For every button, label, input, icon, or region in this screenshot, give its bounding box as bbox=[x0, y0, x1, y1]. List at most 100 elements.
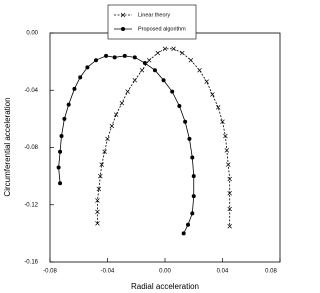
point bbox=[132, 77, 138, 83]
point bbox=[119, 100, 125, 106]
point bbox=[227, 191, 232, 196]
y-tick-label: -0.04 bbox=[24, 88, 38, 94]
point bbox=[188, 57, 194, 63]
legend-box bbox=[107, 4, 197, 40]
point bbox=[95, 198, 100, 203]
point bbox=[58, 149, 63, 154]
point bbox=[72, 86, 77, 91]
point bbox=[161, 78, 166, 83]
point bbox=[56, 165, 61, 170]
point-glyph bbox=[125, 89, 130, 94]
x-tick-label: 0.04 bbox=[217, 269, 229, 275]
point-glyph bbox=[120, 12, 126, 18]
plot-frame bbox=[49, 32, 281, 263]
point-glyph bbox=[227, 176, 232, 182]
point bbox=[139, 67, 145, 73]
x-tick-label: -0.04 bbox=[101, 269, 115, 275]
point bbox=[98, 173, 103, 179]
series-line bbox=[58, 55, 195, 234]
point-glyph bbox=[95, 221, 100, 226]
point bbox=[94, 58, 98, 63]
y-tick-label: -0.08 bbox=[24, 145, 38, 151]
point-glyph bbox=[146, 57, 152, 63]
point-glyph bbox=[227, 206, 232, 212]
point-glyph bbox=[223, 133, 228, 139]
point bbox=[181, 231, 186, 236]
y-axis-label: Circumferential acceleration bbox=[3, 97, 12, 196]
legend-label: Proposed algorithm bbox=[138, 26, 186, 32]
point bbox=[190, 155, 195, 160]
point-glyph bbox=[105, 136, 110, 142]
point-glyph bbox=[139, 67, 145, 73]
point-glyph bbox=[224, 148, 230, 153]
point bbox=[215, 105, 221, 110]
point bbox=[85, 65, 90, 70]
point-glyph bbox=[180, 50, 185, 56]
point bbox=[62, 116, 67, 121]
x-tick-label: 0.00 bbox=[159, 269, 171, 275]
y-tick-label: -0.16 bbox=[24, 260, 38, 266]
point-glyph bbox=[162, 46, 168, 51]
point bbox=[183, 119, 188, 124]
point-glyph bbox=[210, 92, 215, 97]
point-glyph bbox=[109, 123, 115, 129]
x-tick-label: -0.08 bbox=[43, 269, 57, 275]
point bbox=[190, 211, 195, 216]
point-glyph bbox=[204, 79, 209, 84]
point bbox=[121, 27, 125, 31]
point bbox=[227, 206, 232, 212]
point bbox=[105, 136, 110, 142]
point-glyph bbox=[119, 100, 125, 106]
x-tick-label: 0.08 bbox=[265, 269, 277, 275]
point bbox=[224, 148, 230, 153]
point bbox=[104, 53, 109, 58]
point bbox=[191, 174, 196, 179]
point bbox=[99, 162, 104, 167]
point bbox=[204, 79, 209, 84]
point bbox=[96, 186, 102, 192]
point bbox=[152, 68, 157, 73]
series-line bbox=[97, 48, 231, 227]
point-glyph bbox=[227, 191, 232, 196]
legend-label: Linear theory bbox=[138, 12, 170, 18]
point bbox=[191, 194, 196, 199]
point bbox=[95, 221, 100, 226]
point bbox=[102, 149, 107, 155]
point-glyph bbox=[113, 112, 119, 117]
point-glyph bbox=[95, 209, 100, 215]
point bbox=[210, 92, 215, 97]
point-glyph bbox=[188, 57, 194, 63]
point-glyph bbox=[220, 119, 225, 124]
point bbox=[223, 133, 228, 139]
point bbox=[187, 136, 192, 141]
point bbox=[170, 89, 175, 94]
point bbox=[186, 222, 190, 227]
y-tick-label: 0.00 bbox=[26, 31, 38, 37]
point bbox=[162, 46, 168, 51]
point bbox=[226, 162, 231, 167]
point bbox=[177, 103, 182, 108]
point-glyph bbox=[95, 198, 100, 203]
point bbox=[171, 46, 176, 51]
point bbox=[120, 12, 126, 18]
point bbox=[142, 61, 147, 66]
point bbox=[109, 123, 115, 129]
point bbox=[112, 55, 117, 60]
point bbox=[132, 55, 137, 60]
point bbox=[227, 176, 232, 182]
point bbox=[59, 134, 64, 139]
point-glyph bbox=[171, 46, 176, 51]
point bbox=[180, 50, 185, 56]
point-glyph bbox=[227, 223, 232, 229]
point bbox=[78, 75, 83, 80]
x-axis-label: Radial acceleration bbox=[131, 282, 199, 291]
point bbox=[220, 119, 225, 124]
point bbox=[122, 53, 127, 58]
point bbox=[66, 102, 71, 107]
point-glyph bbox=[99, 162, 104, 167]
point bbox=[58, 181, 63, 186]
point-glyph bbox=[197, 67, 202, 73]
point bbox=[113, 112, 119, 117]
point-glyph bbox=[155, 50, 161, 56]
